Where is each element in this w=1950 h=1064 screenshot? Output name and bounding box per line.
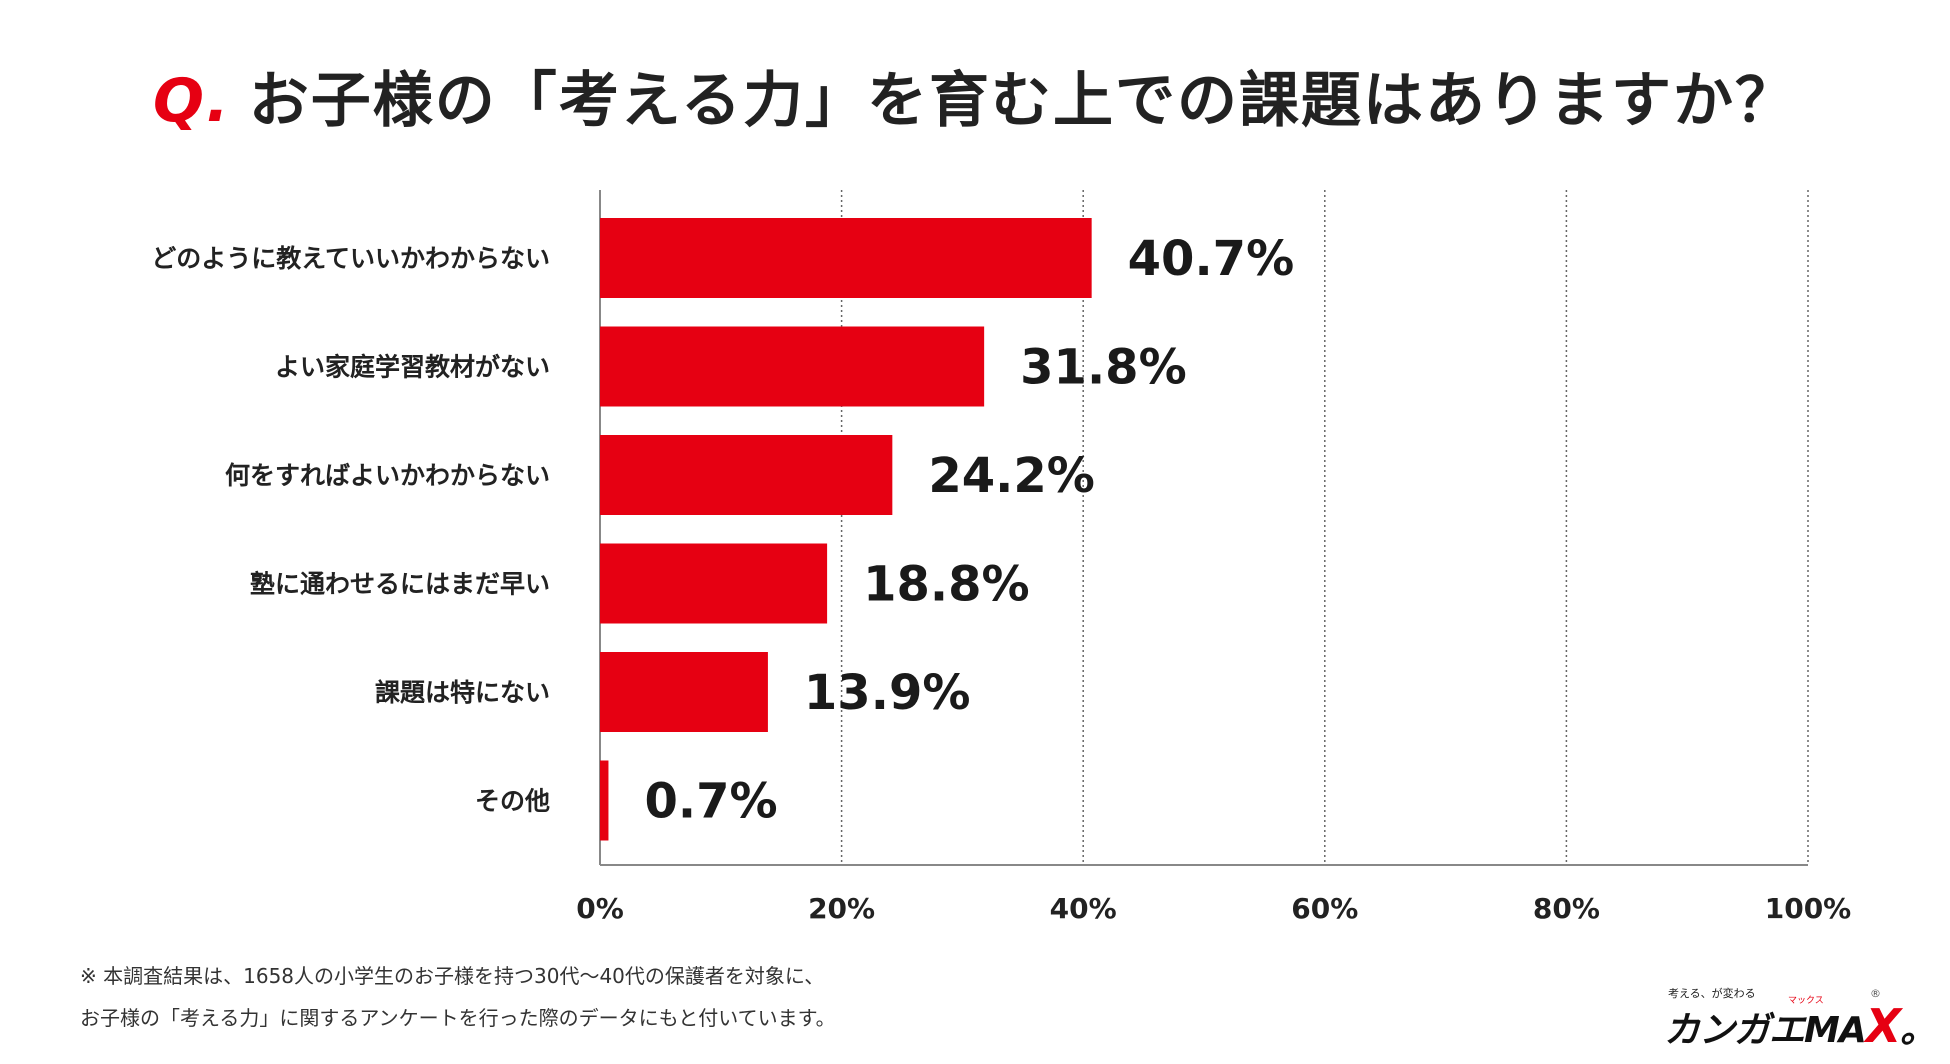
x-tick-label-80: 80% [1533,892,1600,925]
category-label-2: よい家庭学習教材がない [275,353,550,382]
chart-title: Q. お子様の「考える力」を育む上での課題はありますか？ [0,52,1950,139]
bar-4 [600,543,828,624]
logo-wordmark: カンガエMAX。 [1664,999,1936,1053]
bar-3 [600,435,893,515]
bar-1 [600,218,1092,298]
brand-logo: 考える、が変わる マックス カンガエMAX。 ® [1660,985,1936,1053]
logo-x: X [1865,999,1901,1053]
logo-main-text: カンガエMA [1664,1010,1867,1051]
category-label-3: 何をすればよいかわからない [225,461,550,490]
category-label-1: どのように教えていいかわからない [151,244,550,273]
category-label-5: 課題は特にない [375,678,550,707]
logo-ruby: マックス [1788,996,1824,1006]
category-label-6: その他 [475,787,550,816]
data-label-3: 24.2% [928,448,1095,504]
logo-tagline: 考える、が変わる [1668,987,1756,1000]
logo-suffix: 。 [1900,1010,1936,1051]
logo-registered-mark: ® [1870,987,1881,1000]
footnote-line-1: ※ 本調査結果は、1658人の小学生のお子様を持つ30代～40代の保護者を対象に… [80,964,825,988]
category-label-4: 塾に通わせるにはまだ早い [250,570,550,599]
title-text: お子様の「考える力」を育む上での課題はありますか？ [248,66,1797,136]
bar-5 [600,652,768,732]
title-q-mark: Q. [152,66,231,136]
x-tick-label-100: 100% [1765,892,1852,925]
data-label-6: 0.7% [644,774,777,830]
bar-6 [600,760,609,841]
data-label-4: 18.8% [863,557,1030,613]
data-label-2: 31.8% [1020,340,1187,396]
x-tick-label-40: 40% [1050,892,1117,925]
footnote: ※ 本調査結果は、1658人の小学生のお子様を持つ30代～40代の保護者を対象に… [80,955,836,1039]
x-tick-label-20: 20% [808,892,875,925]
bar-2 [600,326,985,407]
footnote-line-2: お子様の「考える力」に関するアンケートを行った際のデータにもと付いています。 [80,1006,836,1030]
data-label-1: 40.7% [1128,231,1295,287]
x-tick-label-0: 0% [576,892,624,925]
x-tick-label-60: 60% [1291,892,1358,925]
data-label-5: 13.9% [804,665,971,721]
